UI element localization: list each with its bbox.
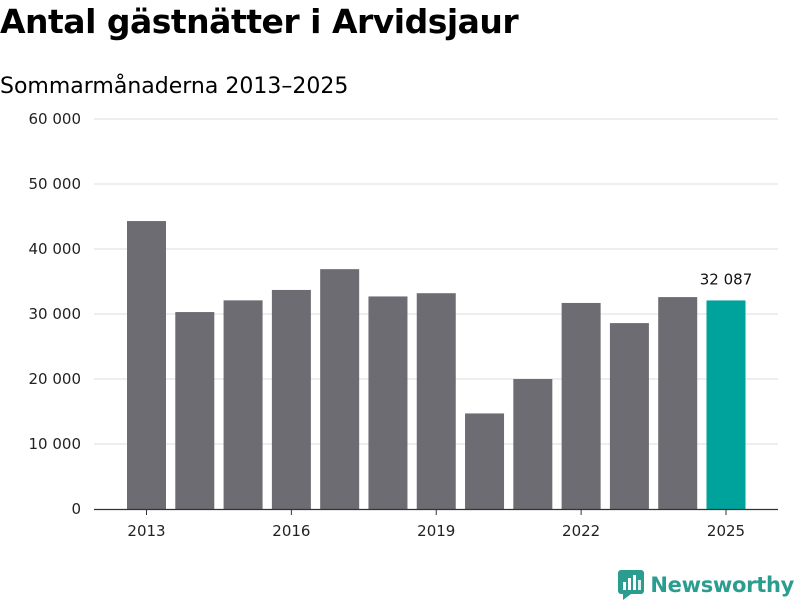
bar-2017 <box>320 269 360 509</box>
y-axis-ticks: 0 10 000 20 000 30 000 40 000 50 000 60 000 <box>29 110 82 518</box>
bar-2019 <box>416 293 456 509</box>
bar-2023 <box>609 323 649 509</box>
x-tick-label: 2025 <box>707 522 745 540</box>
y-tick-label: 50 000 <box>29 175 82 193</box>
bar-2022 <box>561 302 601 509</box>
data-labels: 32 087 <box>700 270 753 288</box>
bar-2024 <box>658 297 698 509</box>
bar-2020 <box>465 413 505 509</box>
y-tick-label: 60 000 <box>29 110 82 128</box>
x-tick-label: 2013 <box>127 522 165 540</box>
bar-2025 <box>706 300 746 509</box>
bars <box>127 221 746 510</box>
x-axis-ticks: 2013 2016 2019 2022 2025 <box>127 509 745 540</box>
x-tick-label: 2022 <box>562 522 600 540</box>
bar-2015 <box>223 300 263 509</box>
bar-2014 <box>175 312 215 509</box>
newsworthy-logo-icon <box>618 570 645 600</box>
chart-subtitle: Sommarmånaderna 2013–2025 <box>0 74 349 99</box>
bar-2021 <box>513 379 553 509</box>
bar-2018 <box>368 296 408 509</box>
bar-2013 <box>127 221 166 510</box>
x-tick-label: 2016 <box>272 522 310 540</box>
y-tick-label: 10 000 <box>29 435 82 453</box>
y-tick-label: 30 000 <box>29 305 82 323</box>
y-tick-label: 40 000 <box>29 240 82 258</box>
x-tick-label: 2019 <box>417 522 455 540</box>
data-label: 32 087 <box>700 270 753 288</box>
y-tick-label: 20 000 <box>29 370 82 388</box>
y-tick-label: 0 <box>71 500 81 518</box>
chart-title: Antal gästnätter i Arvidsjaur <box>0 2 519 41</box>
newsworthy-logo: Newsworthy <box>618 570 794 600</box>
newsworthy-logo-text: Newsworthy <box>650 573 794 597</box>
bar-2016 <box>271 289 311 509</box>
